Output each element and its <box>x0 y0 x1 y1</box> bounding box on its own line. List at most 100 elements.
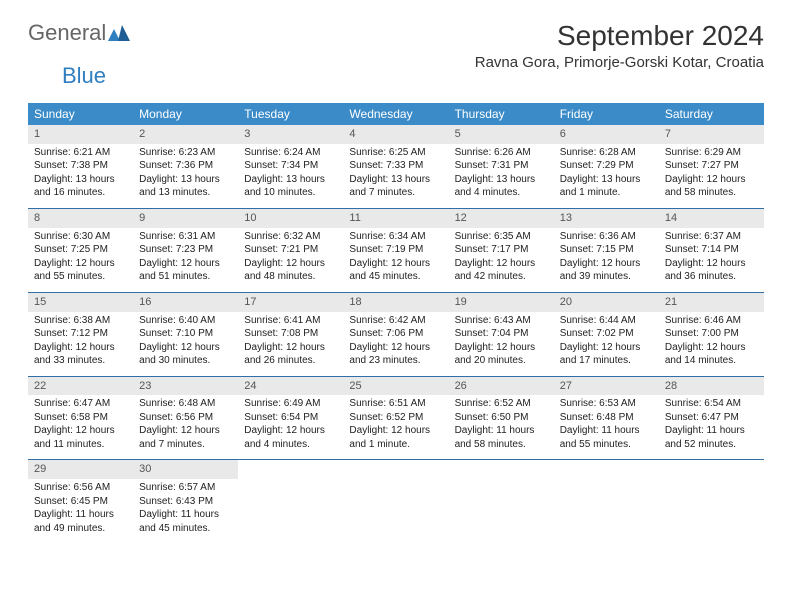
day-content: Sunrise: 6:26 AMSunset: 7:31 PMDaylight:… <box>449 144 554 208</box>
daylight-text: Daylight: 12 hours <box>349 424 442 438</box>
calendar-day-cell: 27Sunrise: 6:53 AMSunset: 6:48 PMDayligh… <box>554 376 659 460</box>
day-content: Sunrise: 6:37 AMSunset: 7:14 PMDaylight:… <box>659 228 764 292</box>
calendar-day-cell: 10Sunrise: 6:32 AMSunset: 7:21 PMDayligh… <box>238 208 343 292</box>
day-number: 25 <box>343 377 448 396</box>
daylight-text: Daylight: 12 hours <box>244 257 337 271</box>
day-content: Sunrise: 6:38 AMSunset: 7:12 PMDaylight:… <box>28 312 133 376</box>
day-number: 24 <box>238 377 343 396</box>
daylight-text: and 45 minutes. <box>139 522 232 536</box>
sunset-text: Sunset: 7:14 PM <box>665 243 758 257</box>
sunrise-text: Sunrise: 6:44 AM <box>560 314 653 328</box>
day-content: Sunrise: 6:32 AMSunset: 7:21 PMDaylight:… <box>238 228 343 292</box>
day-content: Sunrise: 6:56 AMSunset: 6:45 PMDaylight:… <box>28 479 133 543</box>
sunset-text: Sunset: 7:33 PM <box>349 159 442 173</box>
calendar-day-cell: 9Sunrise: 6:31 AMSunset: 7:23 PMDaylight… <box>133 208 238 292</box>
daylight-text: and 45 minutes. <box>349 270 442 284</box>
daylight-text: and 20 minutes. <box>455 354 548 368</box>
sunrise-text: Sunrise: 6:35 AM <box>455 230 548 244</box>
daylight-text: Daylight: 13 hours <box>139 173 232 187</box>
day-number: 26 <box>449 377 554 396</box>
sunrise-text: Sunrise: 6:47 AM <box>34 397 127 411</box>
day-number: 1 <box>28 125 133 144</box>
sunset-text: Sunset: 7:04 PM <box>455 327 548 341</box>
day-number: 10 <box>238 209 343 228</box>
day-number: 3 <box>238 125 343 144</box>
day-number: 21 <box>659 293 764 312</box>
sunrise-text: Sunrise: 6:36 AM <box>560 230 653 244</box>
day-content: Sunrise: 6:24 AMSunset: 7:34 PMDaylight:… <box>238 144 343 208</box>
sunset-text: Sunset: 7:27 PM <box>665 159 758 173</box>
calendar-day-cell: 6Sunrise: 6:28 AMSunset: 7:29 PMDaylight… <box>554 125 659 208</box>
day-number: 18 <box>343 293 448 312</box>
sunset-text: Sunset: 7:17 PM <box>455 243 548 257</box>
day-content: Sunrise: 6:49 AMSunset: 6:54 PMDaylight:… <box>238 395 343 459</box>
calendar-day-cell: 5Sunrise: 6:26 AMSunset: 7:31 PMDaylight… <box>449 125 554 208</box>
daylight-text: and 7 minutes. <box>139 438 232 452</box>
calendar-day-cell <box>238 460 343 543</box>
calendar-day-cell: 16Sunrise: 6:40 AMSunset: 7:10 PMDayligh… <box>133 292 238 376</box>
day-number: 19 <box>449 293 554 312</box>
sunset-text: Sunset: 7:38 PM <box>34 159 127 173</box>
calendar-day-cell: 15Sunrise: 6:38 AMSunset: 7:12 PMDayligh… <box>28 292 133 376</box>
calendar-day-cell: 29Sunrise: 6:56 AMSunset: 6:45 PMDayligh… <box>28 460 133 543</box>
calendar-day-cell: 1Sunrise: 6:21 AMSunset: 7:38 PMDaylight… <box>28 125 133 208</box>
calendar-week-row: 15Sunrise: 6:38 AMSunset: 7:12 PMDayligh… <box>28 292 764 376</box>
sunset-text: Sunset: 6:48 PM <box>560 411 653 425</box>
sunrise-text: Sunrise: 6:52 AM <box>455 397 548 411</box>
sunrise-text: Sunrise: 6:48 AM <box>139 397 232 411</box>
sunrise-text: Sunrise: 6:30 AM <box>34 230 127 244</box>
calendar-day-cell: 28Sunrise: 6:54 AMSunset: 6:47 PMDayligh… <box>659 376 764 460</box>
day-content: Sunrise: 6:43 AMSunset: 7:04 PMDaylight:… <box>449 312 554 376</box>
day-number: 4 <box>343 125 448 144</box>
day-number: 27 <box>554 377 659 396</box>
calendar-day-cell: 8Sunrise: 6:30 AMSunset: 7:25 PMDaylight… <box>28 208 133 292</box>
daylight-text: and 17 minutes. <box>560 354 653 368</box>
day-content: Sunrise: 6:46 AMSunset: 7:00 PMDaylight:… <box>659 312 764 376</box>
day-content: Sunrise: 6:25 AMSunset: 7:33 PMDaylight:… <box>343 144 448 208</box>
daylight-text: Daylight: 12 hours <box>139 341 232 355</box>
daylight-text: Daylight: 12 hours <box>560 257 653 271</box>
day-number: 8 <box>28 209 133 228</box>
day-header: Monday <box>133 103 238 125</box>
day-content: Sunrise: 6:57 AMSunset: 6:43 PMDaylight:… <box>133 479 238 543</box>
sunrise-text: Sunrise: 6:53 AM <box>560 397 653 411</box>
day-header: Sunday <box>28 103 133 125</box>
day-content: Sunrise: 6:36 AMSunset: 7:15 PMDaylight:… <box>554 228 659 292</box>
sunrise-text: Sunrise: 6:54 AM <box>665 397 758 411</box>
day-content: Sunrise: 6:30 AMSunset: 7:25 PMDaylight:… <box>28 228 133 292</box>
sunrise-text: Sunrise: 6:43 AM <box>455 314 548 328</box>
day-content: Sunrise: 6:41 AMSunset: 7:08 PMDaylight:… <box>238 312 343 376</box>
daylight-text: and 51 minutes. <box>139 270 232 284</box>
calendar-day-cell: 14Sunrise: 6:37 AMSunset: 7:14 PMDayligh… <box>659 208 764 292</box>
calendar-day-cell: 4Sunrise: 6:25 AMSunset: 7:33 PMDaylight… <box>343 125 448 208</box>
daylight-text: and 1 minute. <box>560 186 653 200</box>
sunrise-text: Sunrise: 6:25 AM <box>349 146 442 160</box>
daylight-text: and 42 minutes. <box>455 270 548 284</box>
day-number: 12 <box>449 209 554 228</box>
daylight-text: and 58 minutes. <box>665 186 758 200</box>
sunset-text: Sunset: 7:00 PM <box>665 327 758 341</box>
daylight-text: Daylight: 12 hours <box>244 341 337 355</box>
day-number: 29 <box>28 460 133 479</box>
logo-mark-icon <box>108 25 130 41</box>
day-number: 14 <box>659 209 764 228</box>
sunrise-text: Sunrise: 6:42 AM <box>349 314 442 328</box>
sunrise-text: Sunrise: 6:51 AM <box>349 397 442 411</box>
daylight-text: and 10 minutes. <box>244 186 337 200</box>
daylight-text: Daylight: 11 hours <box>560 424 653 438</box>
day-content: Sunrise: 6:51 AMSunset: 6:52 PMDaylight:… <box>343 395 448 459</box>
sunrise-text: Sunrise: 6:31 AM <box>139 230 232 244</box>
calendar-day-cell: 20Sunrise: 6:44 AMSunset: 7:02 PMDayligh… <box>554 292 659 376</box>
day-number: 11 <box>343 209 448 228</box>
sunset-text: Sunset: 6:47 PM <box>665 411 758 425</box>
day-content: Sunrise: 6:44 AMSunset: 7:02 PMDaylight:… <box>554 312 659 376</box>
daylight-text: and 52 minutes. <box>665 438 758 452</box>
calendar-day-cell: 13Sunrise: 6:36 AMSunset: 7:15 PMDayligh… <box>554 208 659 292</box>
sunset-text: Sunset: 7:06 PM <box>349 327 442 341</box>
day-number: 6 <box>554 125 659 144</box>
daylight-text: Daylight: 12 hours <box>455 257 548 271</box>
daylight-text: Daylight: 12 hours <box>139 257 232 271</box>
day-content: Sunrise: 6:21 AMSunset: 7:38 PMDaylight:… <box>28 144 133 208</box>
calendar-week-row: 1Sunrise: 6:21 AMSunset: 7:38 PMDaylight… <box>28 125 764 208</box>
sunset-text: Sunset: 6:54 PM <box>244 411 337 425</box>
